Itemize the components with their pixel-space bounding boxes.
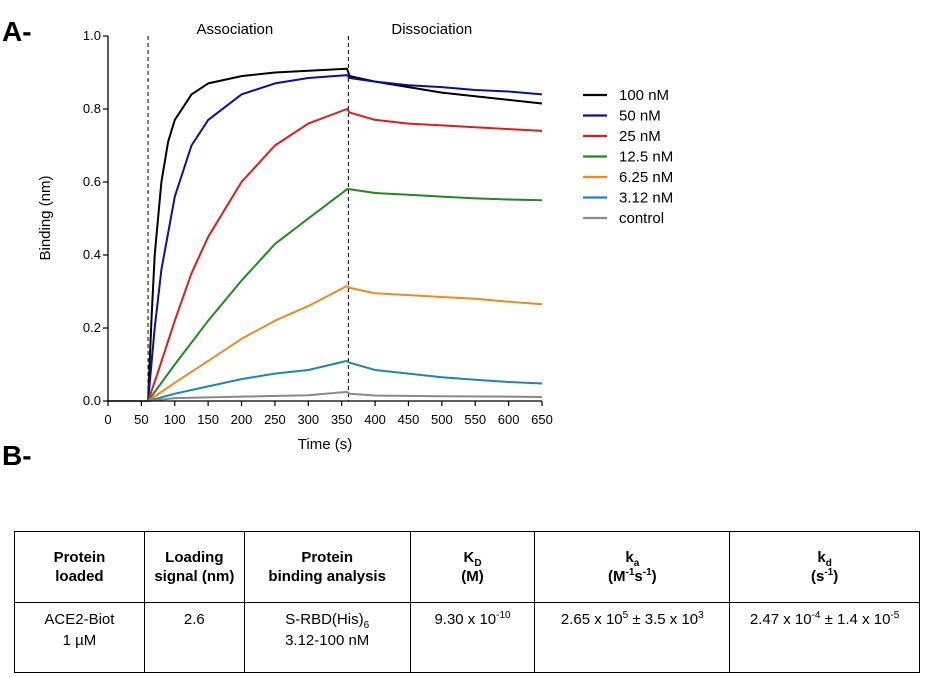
x-tick-label: 400 <box>364 412 386 427</box>
x-tick-label: 250 <box>264 412 286 427</box>
binding-chart: Association Dissociation 0 50 100 150 200 250 3… <box>37 21 673 453</box>
panel-a-label: A- <box>2 16 32 47</box>
cell-ka: 2.65 x 105 ± 3.5 x 103 <box>534 602 731 673</box>
series-line-100-nm <box>108 67 543 402</box>
x-tick-label: 600 <box>498 412 520 427</box>
table-row: ACE2-Biot 1 µM 2.6 S-RBD(His)6 3.12-100 nM… <box>14 602 920 673</box>
y-tick-label: 0.0 <box>83 393 101 408</box>
x-tick-label: 200 <box>231 412 253 427</box>
legend-label: 100 nM <box>619 87 669 104</box>
x-tick-label: 550 <box>464 412 486 427</box>
legend-label: 3.12 nM <box>619 190 673 207</box>
y-tick-label: 1.0 <box>83 28 101 43</box>
x-tick-label: 450 <box>398 412 420 427</box>
header-binding-analysis: Protein binding analysis <box>243 531 411 603</box>
phase-label: Association <box>197 21 274 38</box>
header-ka: ka (M-1s-1) <box>534 531 731 603</box>
series-line-25-nm <box>108 108 543 402</box>
x-tick-label: 0 <box>104 412 111 427</box>
header-koff: kd (s-1) <box>729 531 920 603</box>
series-line-50-nm <box>108 74 543 402</box>
legend-label: 50 nM <box>619 108 661 125</box>
x-tick-label: 500 <box>431 412 453 427</box>
series-line-12-5-nm <box>108 188 543 402</box>
cell-koff: 2.47 x 10-4 ± 1.4 x 10-5 <box>729 602 920 673</box>
legend-label: 6.25 nM <box>619 169 673 186</box>
y-tick-label: 0.6 <box>83 174 101 189</box>
x-tick-label: 100 <box>164 412 186 427</box>
x-tick-label: 300 <box>297 412 319 427</box>
y-tick-label: 0.8 <box>83 101 101 116</box>
legend-label: 12.5 nM <box>619 149 673 166</box>
x-axis-title: Time (s) <box>298 436 352 453</box>
cell-protein-loaded: ACE2-Biot 1 µM <box>14 602 145 673</box>
x-tick-label: 50 <box>134 412 148 427</box>
y-tick-label: 0.2 <box>83 320 101 335</box>
y-tick-label: 0.4 <box>83 247 101 262</box>
legend-label: control <box>619 210 664 227</box>
header-kd: KD (M) <box>409 531 536 603</box>
kinetics-table: Protein loaded Loading signal (nm) Protein… <box>14 531 920 673</box>
x-tick-label: 350 <box>331 412 353 427</box>
legend-label: 25 nM <box>619 128 661 145</box>
series-line-6-25-nm <box>108 285 543 402</box>
header-protein-loaded: Protein loaded <box>14 531 145 603</box>
series-line-3-12-nm <box>108 359 543 402</box>
x-tick-label: 150 <box>197 412 219 427</box>
cell-kd: 9.30 x 10-10 <box>409 602 536 673</box>
header-loading-signal: Loading signal (nm) <box>143 531 245 603</box>
series-line-control <box>108 390 543 402</box>
x-tick-label: 650 <box>531 412 553 427</box>
cell-loading-signal: 2.6 <box>143 602 245 673</box>
phase-label: Dissociation <box>391 21 472 38</box>
y-axis-title: Binding (nm) <box>37 175 54 260</box>
cell-binding-analysis: S-RBD(His)6 3.12-100 nM <box>243 602 411 673</box>
panel-b-label: B- <box>2 440 32 471</box>
table-header-row: Protein loaded Loading signal (nm) Protein… <box>14 531 920 603</box>
